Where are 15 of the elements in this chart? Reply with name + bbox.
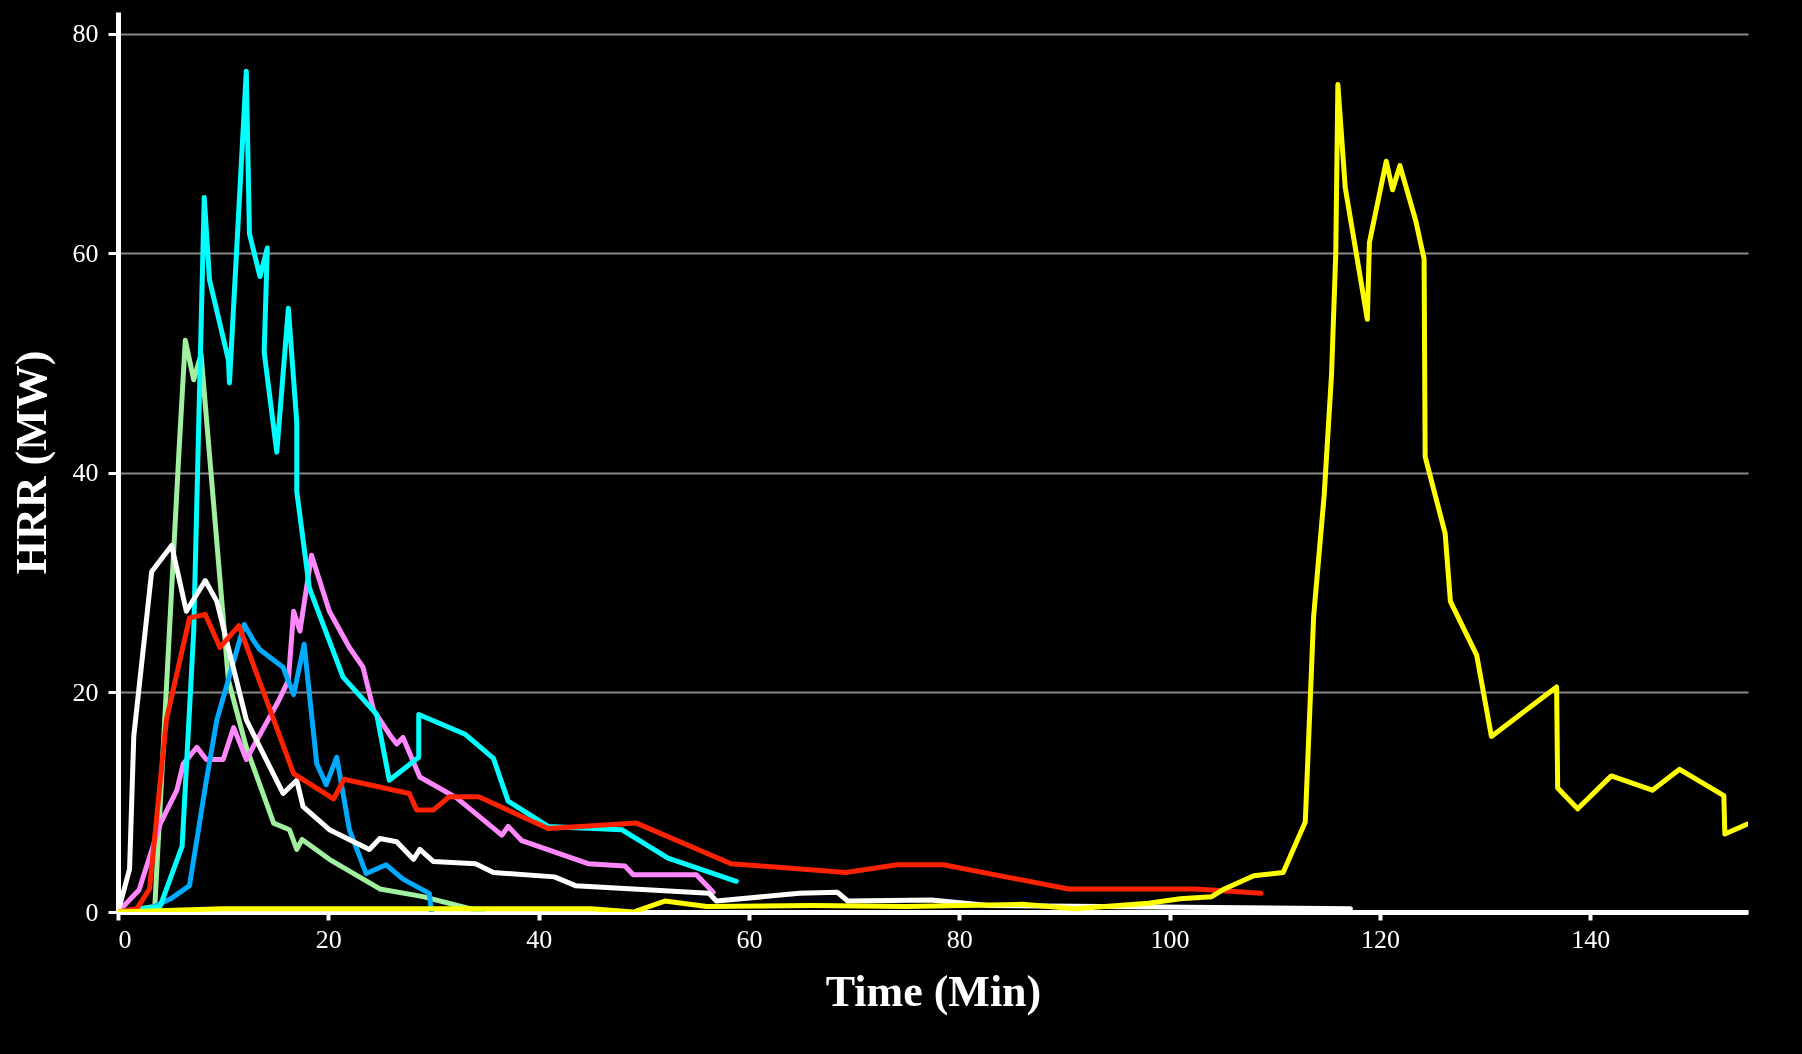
- x-tick-label: 0: [118, 924, 132, 954]
- y-tick-label: 60: [72, 238, 99, 268]
- y-tick-label: 0: [85, 897, 99, 927]
- x-tick-label: 120: [1360, 924, 1400, 954]
- x-tick-label: 100: [1150, 924, 1190, 954]
- x-tick-label: 140: [1571, 924, 1611, 954]
- x-tick-label: 80: [946, 924, 973, 954]
- y-tick-label: 80: [72, 19, 99, 49]
- x-tick-label: 60: [736, 924, 763, 954]
- x-tick-label: 40: [526, 924, 553, 954]
- y-tick-label: 20: [72, 677, 99, 707]
- x-axis-title: Time (Min): [825, 966, 1042, 1016]
- x-tick-label: 20: [315, 924, 342, 954]
- y-tick-label: 40: [72, 458, 99, 488]
- y-axis-title: HRR (MW): [6, 350, 56, 575]
